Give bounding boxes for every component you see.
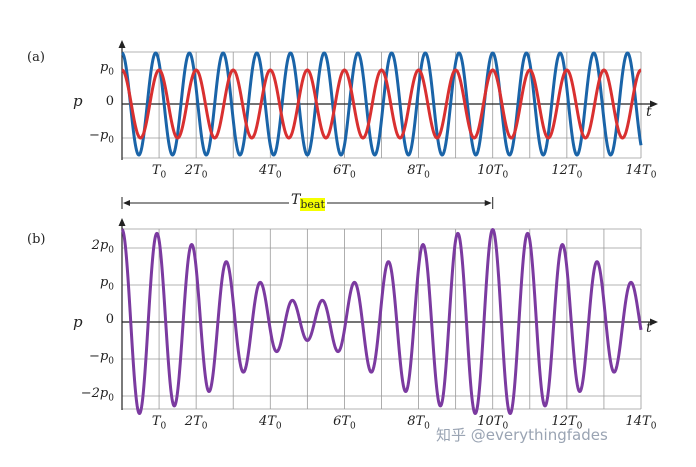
x-axis-label-a: t [646, 104, 652, 120]
watermark: 知乎 @everythingfades [436, 426, 608, 444]
x-tick-label: 14T0 [625, 163, 657, 181]
x-tick-label: 6T0 [333, 163, 356, 181]
series-line-sum [120, 228, 643, 416]
y-axis-arrow [118, 40, 126, 48]
x-tick-label: 10T0 [477, 414, 509, 432]
y-axis-label-b: p [73, 313, 83, 331]
y-tick-label: p0 [99, 60, 114, 78]
y-tick-label: −2p0 [80, 386, 114, 404]
x-tick-label: 8T0 [407, 414, 430, 432]
x-tick-label: 10T0 [477, 163, 509, 181]
y-tick-label: 0 [105, 312, 114, 327]
x-tick-label: 6T0 [333, 414, 356, 432]
series-line-red [120, 68, 643, 140]
y-tick-label: 2p0 [91, 238, 114, 256]
x-tick-label: 4T0 [258, 414, 282, 432]
x-tick-label: 2T0 [184, 163, 208, 181]
beat-period-label: Tbeat [289, 192, 327, 211]
x-axis-label-b: t [646, 320, 652, 336]
y-tick-label: −p0 [89, 128, 114, 146]
beat-label-main: T [291, 192, 301, 208]
x-tick-label: 12T0 [551, 414, 583, 432]
beat-label-sub: beat [300, 198, 325, 211]
x-tick-label: 8T0 [407, 163, 430, 181]
beat-arrowhead-right [484, 200, 492, 206]
x-tick-label: T0 [151, 163, 167, 181]
x-tick-label: T0 [151, 414, 167, 432]
y-tick-label: 0 [105, 94, 114, 109]
x-tick-label: 14T0 [625, 414, 657, 432]
y-axis-arrow [118, 218, 126, 226]
y-axis-label-a: p [73, 92, 83, 110]
panel-label-a: (a) [27, 50, 45, 65]
beat-arrowhead-left [123, 200, 130, 206]
panel-label-b: (b) [27, 232, 46, 247]
x-tick-label: 4T0 [258, 163, 282, 181]
x-tick-label: 2T0 [184, 414, 208, 432]
series-line-blue [120, 51, 643, 157]
x-axis-arrow [650, 318, 658, 326]
y-tick-label: p0 [99, 275, 114, 293]
x-tick-label: 12T0 [551, 163, 583, 181]
y-tick-label: −p0 [89, 349, 114, 367]
x-axis-arrow [650, 100, 658, 108]
